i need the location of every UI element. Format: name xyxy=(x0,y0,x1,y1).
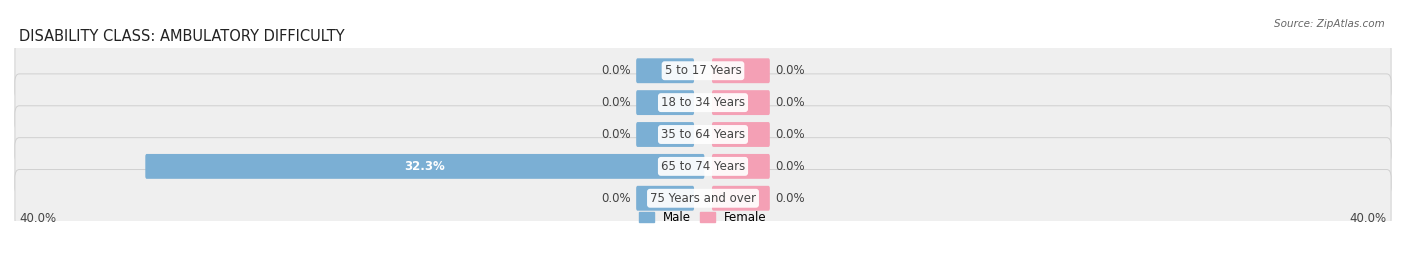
FancyBboxPatch shape xyxy=(636,90,695,115)
Text: 32.3%: 32.3% xyxy=(405,160,446,173)
Text: 0.0%: 0.0% xyxy=(775,64,806,77)
FancyBboxPatch shape xyxy=(15,74,1391,131)
Text: 75 Years and over: 75 Years and over xyxy=(650,192,756,205)
Text: 0.0%: 0.0% xyxy=(775,160,806,173)
FancyBboxPatch shape xyxy=(15,42,1391,100)
Text: 0.0%: 0.0% xyxy=(600,64,631,77)
Text: 35 to 64 Years: 35 to 64 Years xyxy=(661,128,745,141)
FancyBboxPatch shape xyxy=(636,186,695,211)
FancyBboxPatch shape xyxy=(15,106,1391,163)
Legend: Male, Female: Male, Female xyxy=(634,206,772,228)
FancyBboxPatch shape xyxy=(15,138,1391,195)
Text: 0.0%: 0.0% xyxy=(775,96,806,109)
Text: 40.0%: 40.0% xyxy=(1350,211,1386,225)
FancyBboxPatch shape xyxy=(145,154,704,179)
Text: 5 to 17 Years: 5 to 17 Years xyxy=(665,64,741,77)
Text: 0.0%: 0.0% xyxy=(775,128,806,141)
Text: 18 to 34 Years: 18 to 34 Years xyxy=(661,96,745,109)
Text: 0.0%: 0.0% xyxy=(600,96,631,109)
Text: 65 to 74 Years: 65 to 74 Years xyxy=(661,160,745,173)
Text: 0.0%: 0.0% xyxy=(600,128,631,141)
Text: 0.0%: 0.0% xyxy=(775,192,806,205)
FancyBboxPatch shape xyxy=(711,58,770,83)
FancyBboxPatch shape xyxy=(711,90,770,115)
FancyBboxPatch shape xyxy=(711,154,770,179)
Text: 0.0%: 0.0% xyxy=(600,192,631,205)
FancyBboxPatch shape xyxy=(711,186,770,211)
FancyBboxPatch shape xyxy=(636,58,695,83)
FancyBboxPatch shape xyxy=(711,122,770,147)
Text: 40.0%: 40.0% xyxy=(20,211,56,225)
Text: DISABILITY CLASS: AMBULATORY DIFFICULTY: DISABILITY CLASS: AMBULATORY DIFFICULTY xyxy=(20,29,344,44)
FancyBboxPatch shape xyxy=(15,169,1391,227)
Text: Source: ZipAtlas.com: Source: ZipAtlas.com xyxy=(1274,19,1385,29)
FancyBboxPatch shape xyxy=(636,122,695,147)
